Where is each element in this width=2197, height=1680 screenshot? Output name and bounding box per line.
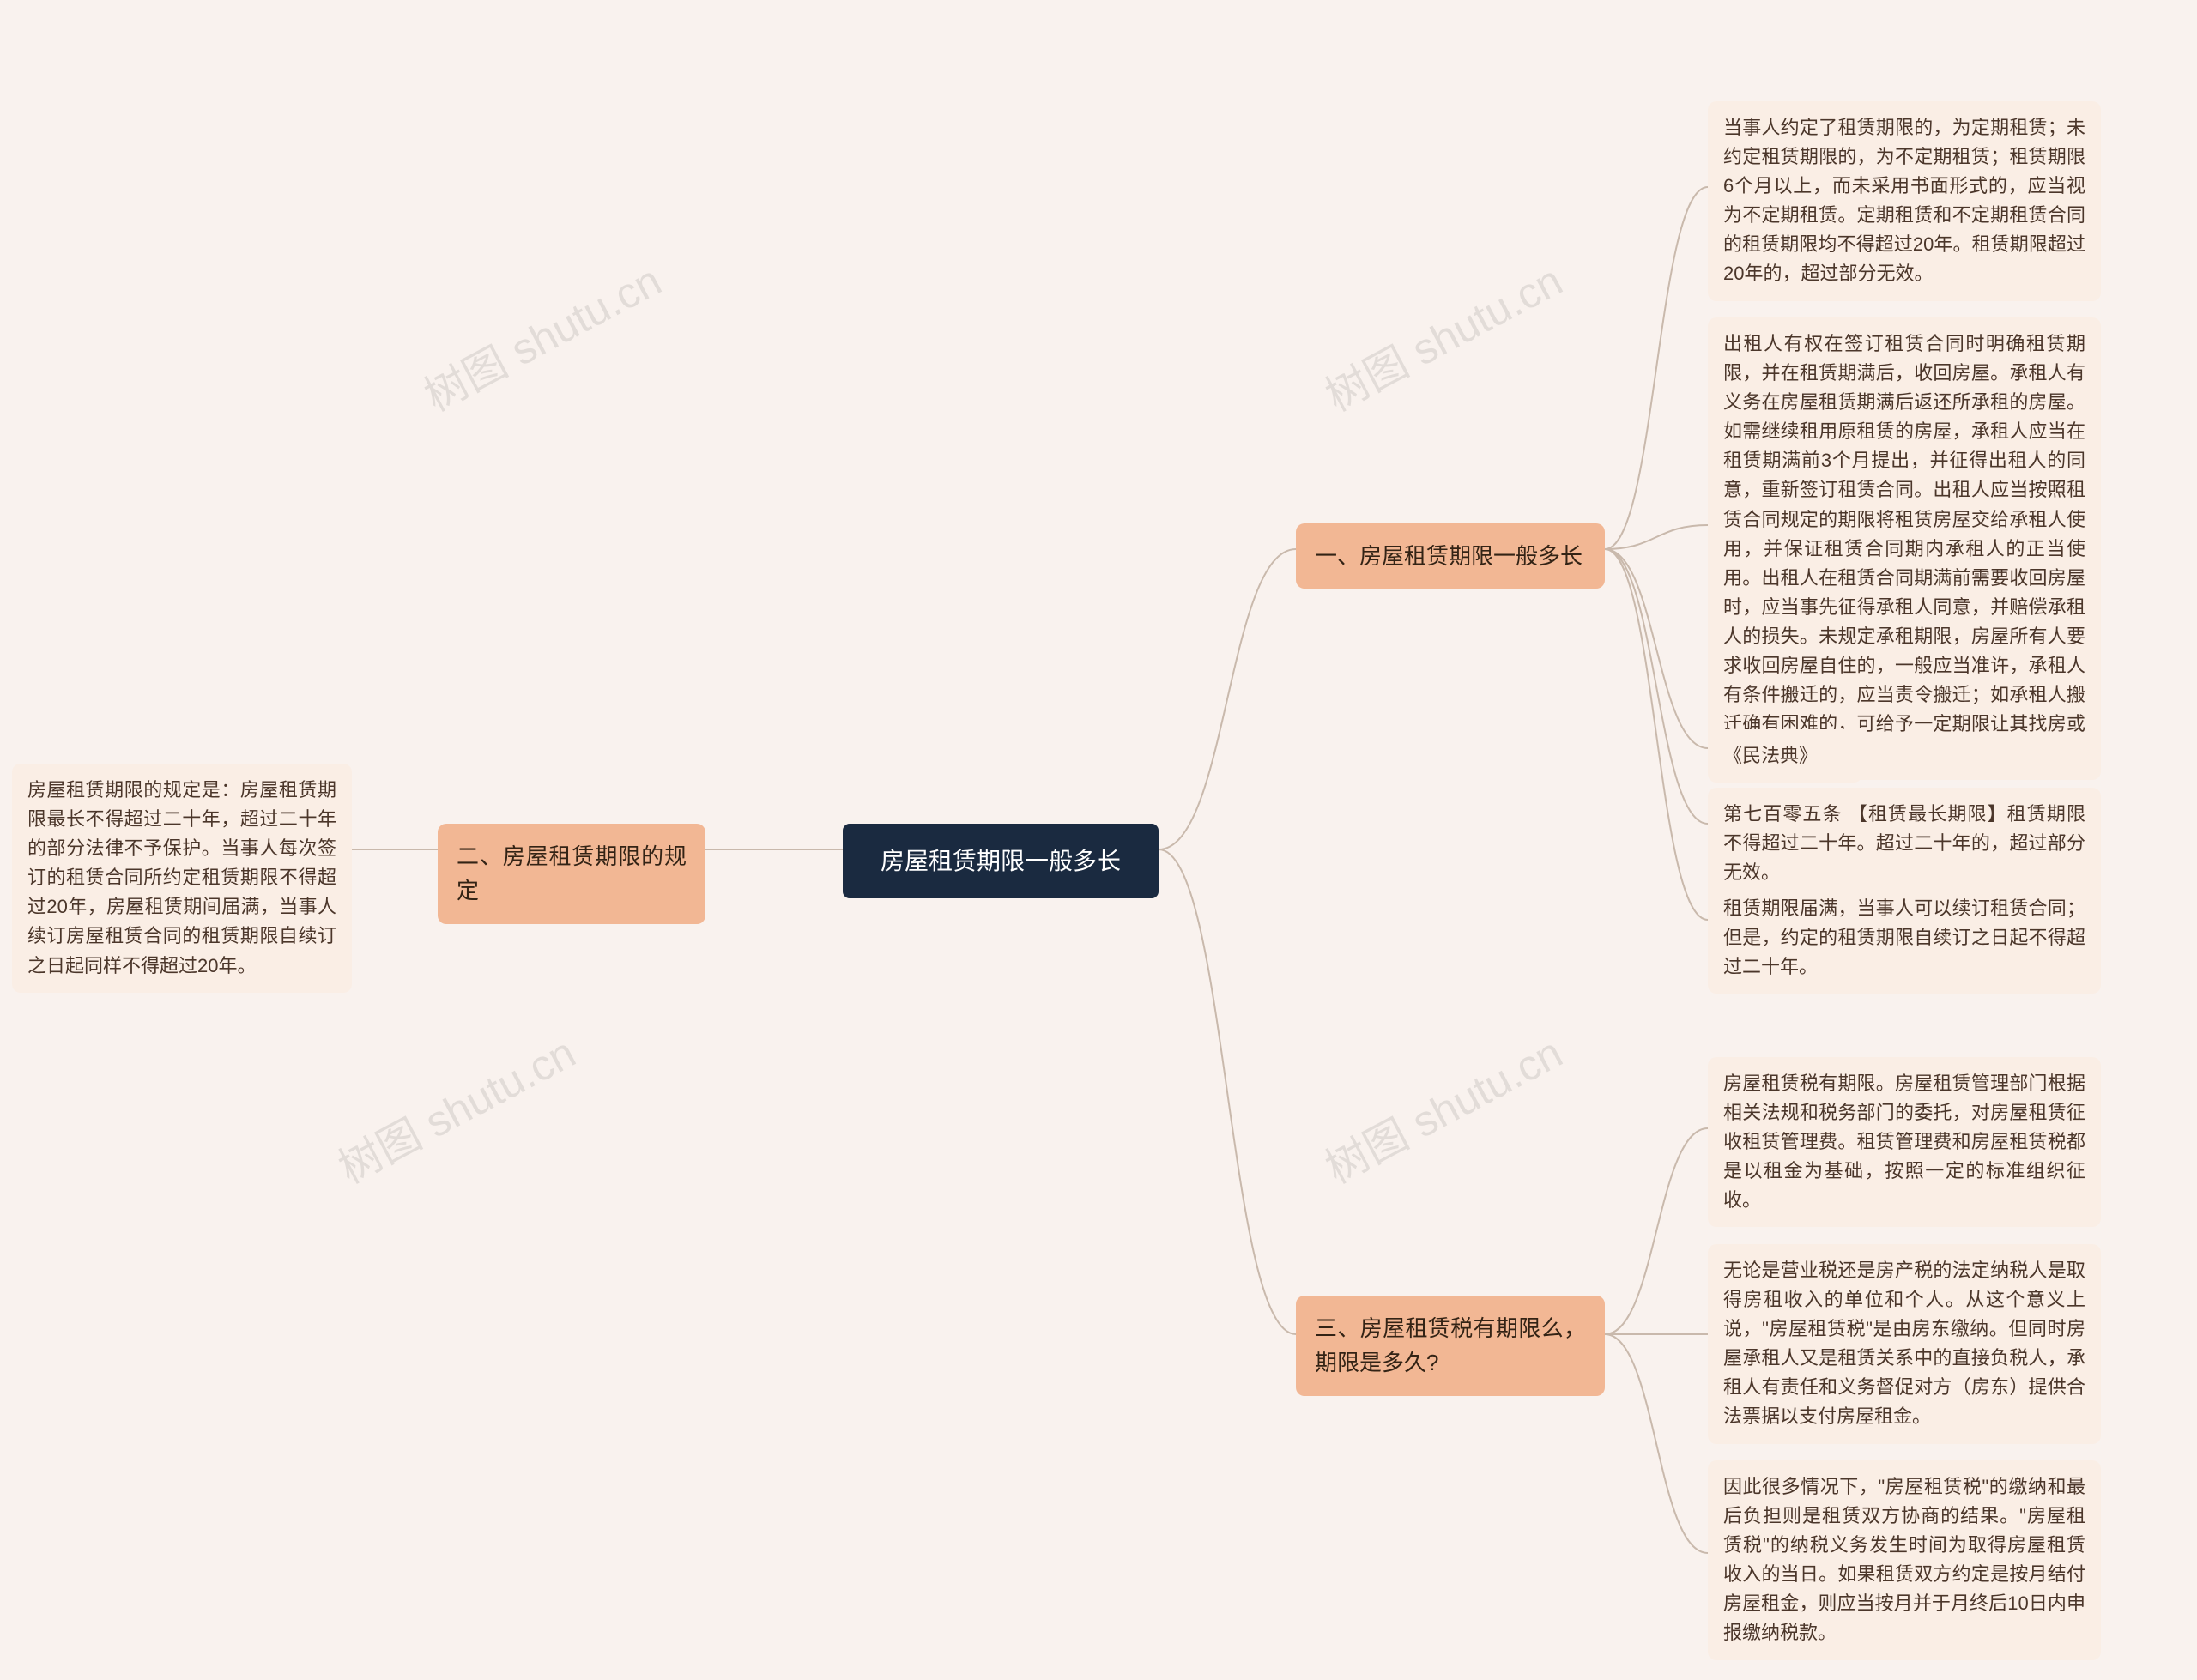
watermark-3: 树图 shutu.cn (1313, 1019, 1571, 1196)
root-node[interactable]: 房屋租赁期限一般多长 (843, 824, 1159, 898)
watermark-2: 树图 shutu.cn (326, 1019, 584, 1196)
branch-1-leaf-4[interactable]: 租赁期限届满，当事人可以续订租赁合同；但是，约定的租赁期限自续订之日起不得超过二… (1708, 882, 2101, 994)
branch-3-leaf-1[interactable]: 无论是营业税还是房产税的法定纳税人是取得房租收入的单位和个人。从这个意义上说，"… (1708, 1244, 2101, 1444)
branch-1[interactable]: 一、房屋租赁期限一般多长 (1296, 523, 1605, 589)
branch-2-label: 二、房屋租赁期限的规定 (457, 843, 687, 903)
branch-3-leaf-0[interactable]: 房屋租赁税有期限。房屋租赁管理部门根据相关法规和税务部门的委托，对房屋租赁征收租… (1708, 1057, 2101, 1227)
branch-1-leaf-0[interactable]: 当事人约定了租赁期限的，为定期租赁；未约定租赁期限的，为不定期租赁；租赁期限6个… (1708, 101, 2101, 301)
root-text: 房屋租赁期限一般多长 (881, 848, 1121, 874)
watermark-1: 树图 shutu.cn (1313, 247, 1571, 424)
branch-2-leaf-text: 房屋租赁期限的规定是：房屋租赁期限最长不得超过二十年，超过二十年的部分法律不予保… (27, 779, 336, 976)
branch-3-leaf-0-text: 房屋租赁税有期限。房屋租赁管理部门根据相关法规和税务部门的委托，对房屋租赁征收租… (1723, 1073, 2085, 1211)
branch-1-label: 一、房屋租赁期限一般多长 (1315, 543, 1583, 569)
branch-2[interactable]: 二、房屋租赁期限的规定 (438, 824, 705, 924)
branch-1-leaf-0-text: 当事人约定了租赁期限的，为定期租赁；未约定租赁期限的，为不定期租赁；租赁期限6个… (1723, 117, 2085, 284)
branch-2-leaf[interactable]: 房屋租赁期限的规定是：房屋租赁期限最长不得超过二十年，超过二十年的部分法律不予保… (12, 764, 352, 993)
branch-1-leaf-1[interactable]: 出租人有权在签订租赁合同时明确租赁期限，并在租赁期满后，收回房屋。承租人有义务在… (1708, 317, 2101, 780)
watermark-0: 树图 shutu.cn (412, 247, 670, 424)
branch-1-leaf-1-text: 出租人有权在签订租赁合同时明确租赁期限，并在租赁期满后，收回房屋。承租人有义务在… (1723, 333, 2085, 764)
branch-3-leaf-2[interactable]: 因此很多情况下，"房屋租赁税"的缴纳和最后负担则是租赁双方协商的结果。"房屋租赁… (1708, 1460, 2101, 1660)
branch-3-label: 三、房屋租赁税有期限么，期限是多久? (1315, 1315, 1586, 1375)
branch-3[interactable]: 三、房屋租赁税有期限么，期限是多久? (1296, 1296, 1605, 1396)
branch-3-leaf-1-text: 无论是营业税还是房产税的法定纳税人是取得房租收入的单位和个人。从这个意义上说，"… (1723, 1260, 2085, 1427)
branch-1-leaf-2-text: 《民法典》 (1723, 745, 1818, 766)
branch-1-leaf-4-text: 租赁期限届满，当事人可以续订租赁合同；但是，约定的租赁期限自续订之日起不得超过二… (1723, 897, 2085, 977)
branch-1-leaf-2[interactable]: 《民法典》 (1708, 729, 1862, 783)
branch-3-leaf-2-text: 因此很多情况下，"房屋租赁税"的缴纳和最后负担则是租赁双方协商的结果。"房屋租赁… (1723, 1476, 2085, 1643)
branch-1-leaf-3-text: 第七百零五条 【租赁最长期限】租赁期限不得超过二十年。超过二十年的，超过部分无效… (1723, 803, 2085, 883)
